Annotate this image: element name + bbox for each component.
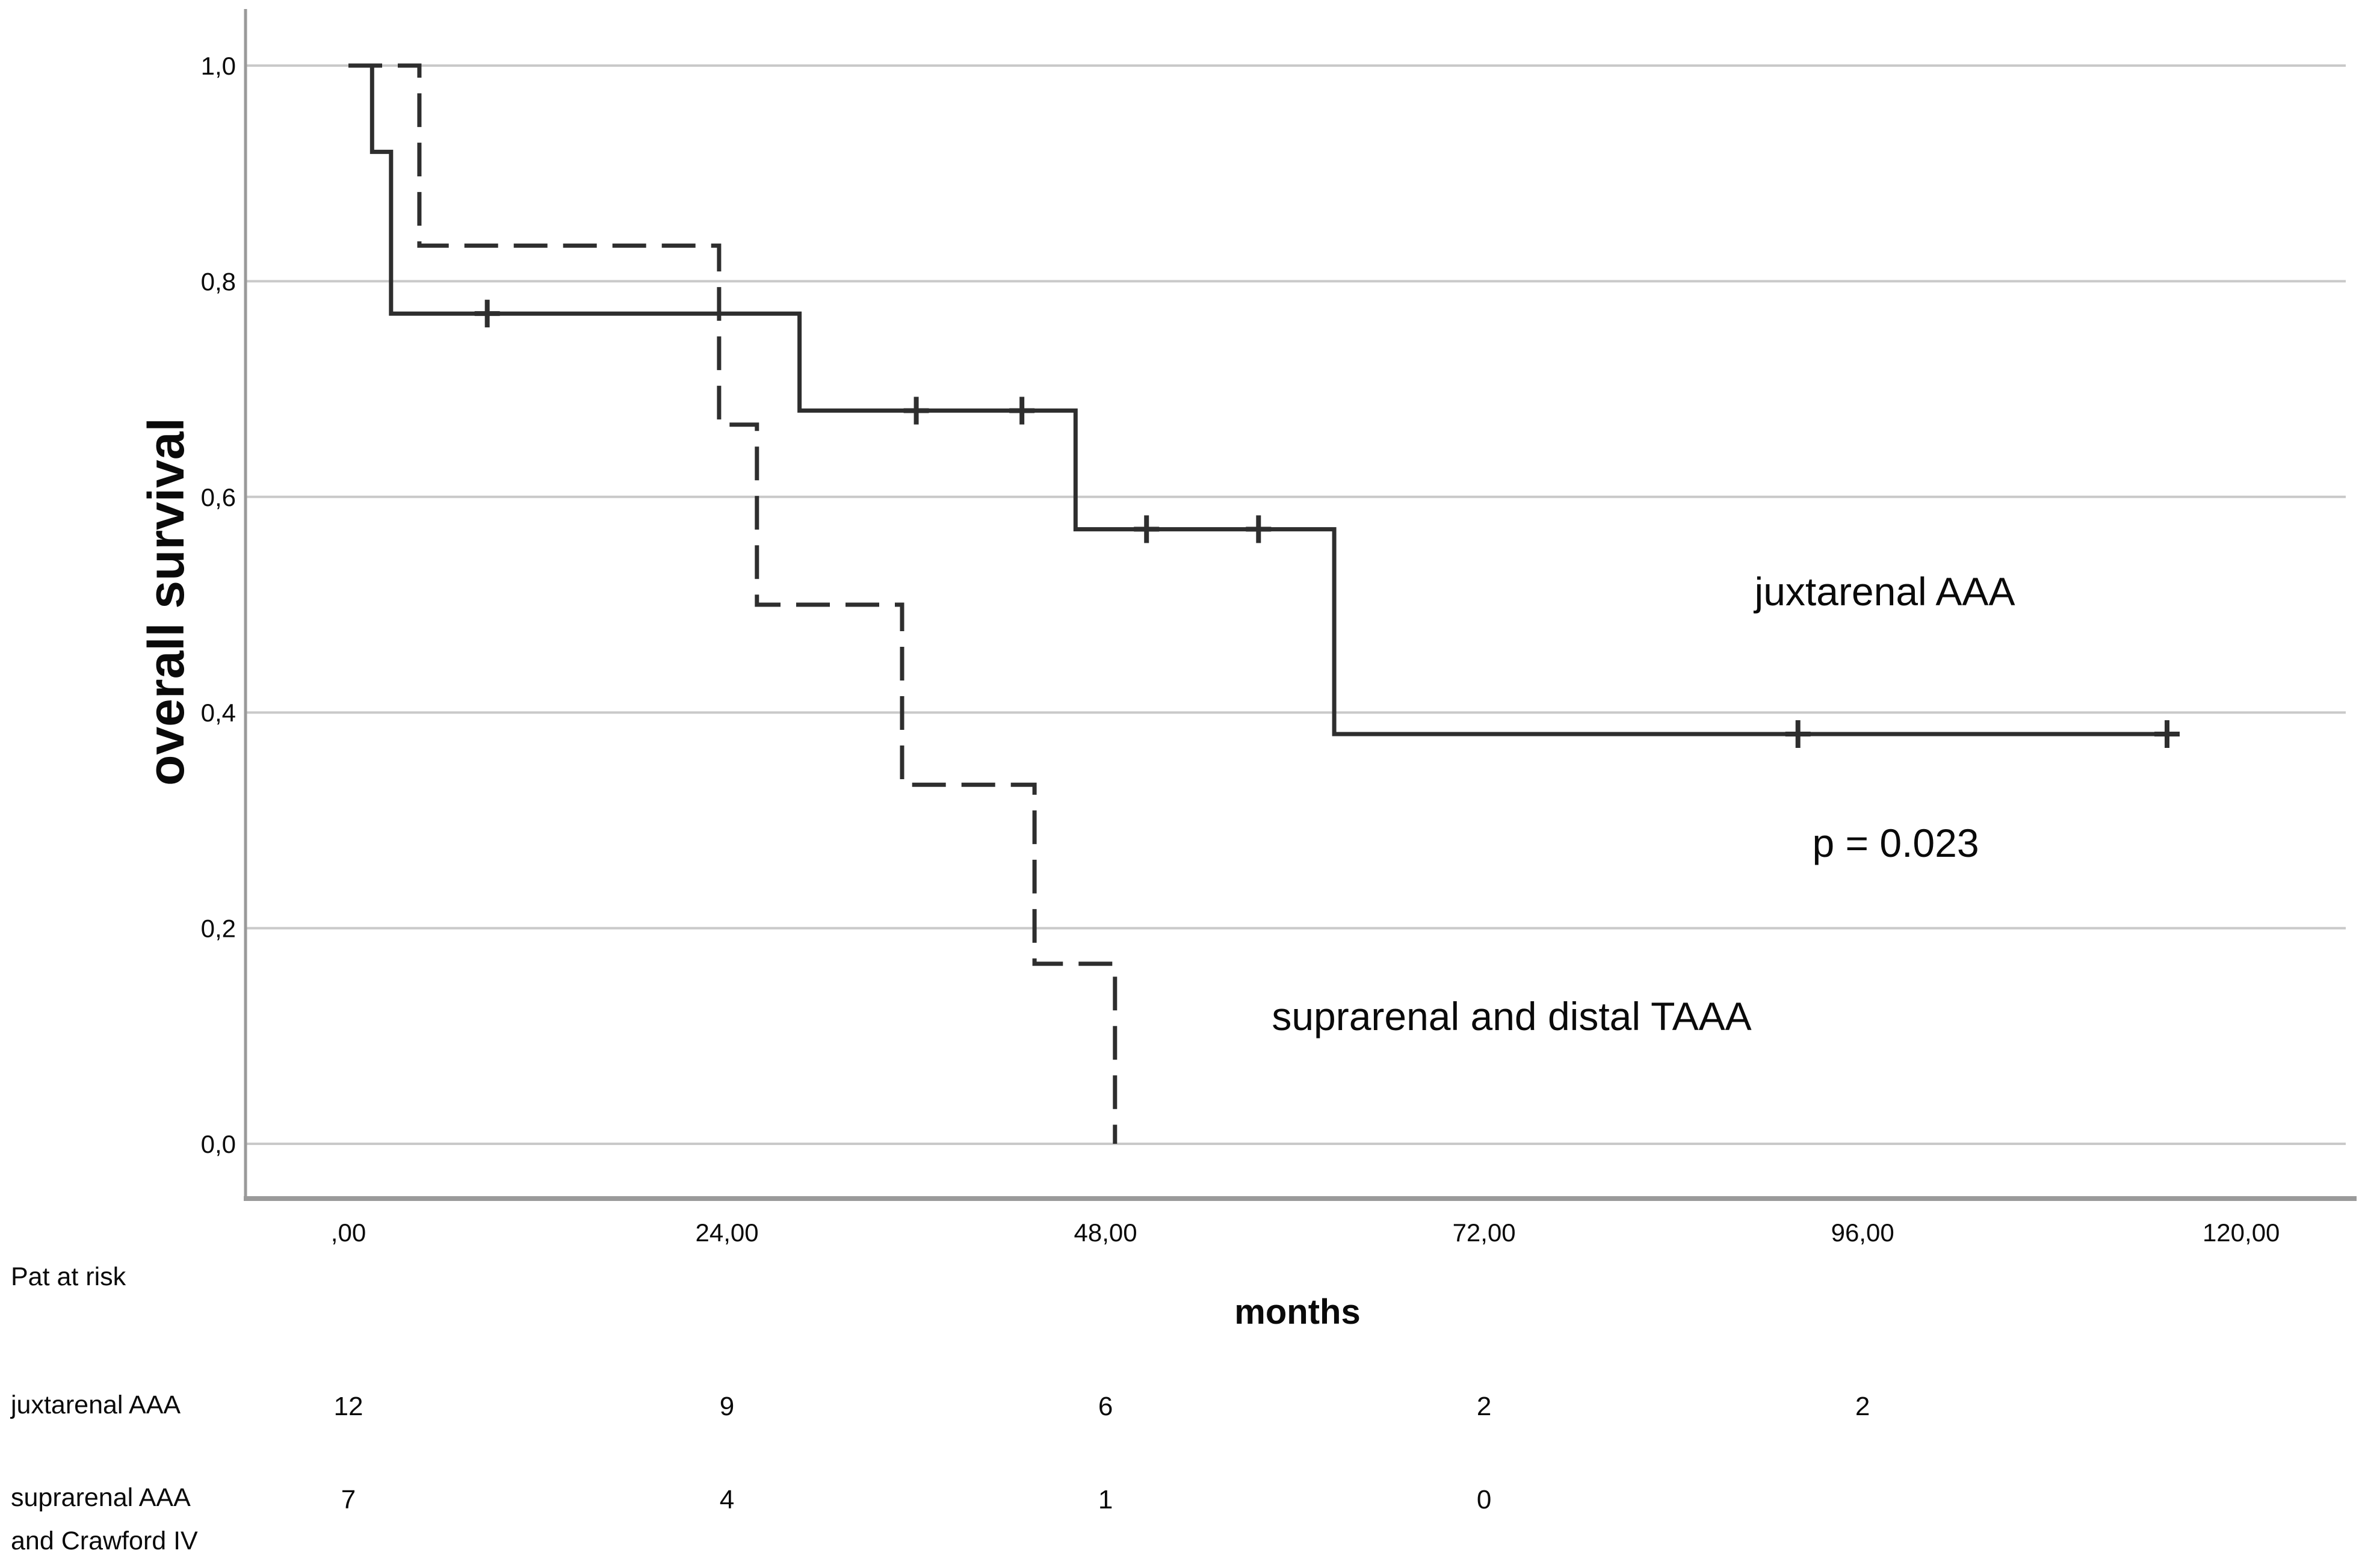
x-tick-label-24,00: 24,00 [695, 1218, 758, 1247]
y-tick-label-0,0: 0,0 [201, 1130, 236, 1158]
survival-curve-suprarenal-and-distal-taaa [348, 63, 1118, 1144]
x-axis-tick-labels: ,00 24,00 48,00 72,00 96,00 120,00 [331, 1218, 2280, 1247]
x-tick-label-48,00: 48,00 [1074, 1218, 1137, 1247]
risk-count-row1-t0: 12 [334, 1392, 363, 1421]
risk-count-row2-t72: 0 [1477, 1485, 1491, 1514]
risk-table: Pat at risk juxtarenal AAA suprarenal AA… [10, 1262, 1870, 1555]
risk-count-row1-t72: 2 [1477, 1392, 1491, 1421]
risk-count-row2-t24: 4 [720, 1485, 734, 1514]
censor-mark-juxtarenal-aaa [1785, 720, 1811, 749]
censor-mark-juxtarenal-aaa [474, 300, 500, 328]
y-tick-label-1,0: 1,0 [201, 52, 236, 80]
risk-table-title: Pat at risk [11, 1262, 126, 1291]
annotation-suprarenal-taaa: suprarenal and distal TAAA [1272, 994, 1751, 1039]
y-axis-tick-labels: 1,0 0,8 0,6 0,4 0,2 0,0 [201, 52, 236, 1158]
x-tick-label-,00: ,00 [331, 1218, 366, 1247]
censor-mark-juxtarenal-aaa [903, 397, 929, 425]
censor-mark-juxtarenal-aaa [1246, 515, 1272, 543]
censor-mark-juxtarenal-aaa [1134, 515, 1160, 543]
risk-table-counts: 12 9 6 2 2 7 4 1 0 [334, 1392, 1870, 1514]
curve-path-suprarenal-and-distal-taaa [348, 63, 1118, 1144]
y-tick-label-0,2: 0,2 [201, 915, 236, 943]
risk-count-row1-t48: 6 [1098, 1392, 1113, 1421]
censor-mark-juxtarenal-aaa [2154, 720, 2180, 749]
risk-row-label-suprarenal-line2: and Crawford IV [11, 1526, 198, 1555]
risk-count-row2-t48: 1 [1098, 1485, 1113, 1514]
risk-row-label-suprarenal-line1: suprarenal AAA [11, 1483, 191, 1512]
risk-count-row1-t96: 2 [1855, 1392, 1870, 1421]
annotation-p-value: p = 0.023 [1812, 821, 1979, 865]
risk-count-row2-t0: 7 [341, 1485, 356, 1514]
x-tick-label-72,00: 72,00 [1453, 1218, 1516, 1247]
y-tick-label-0,6: 0,6 [201, 483, 236, 511]
risk-count-row1-t24: 9 [720, 1392, 734, 1421]
annotation-juxtarenal-aaa: juxtarenal AAA [1754, 569, 2015, 614]
y-axis-title: overall survival [138, 418, 194, 786]
x-tick-label-120,00: 120,00 [2203, 1218, 2280, 1247]
gridlines [246, 64, 2346, 1145]
y-tick-label-0,8: 0,8 [201, 267, 236, 295]
risk-row-label-juxtarenal: juxtarenal AAA [10, 1391, 181, 1419]
survival-curves [348, 63, 2180, 1144]
y-tick-label-0,4: 0,4 [201, 699, 236, 727]
censor-mark-juxtarenal-aaa [1009, 397, 1035, 425]
x-tick-label-96,00: 96,00 [1831, 1218, 1894, 1247]
x-axis-title: months [1234, 1292, 1360, 1332]
survival-curve-juxtarenal-aaa [348, 63, 2180, 749]
curve-path-juxtarenal-aaa [348, 63, 2167, 736]
